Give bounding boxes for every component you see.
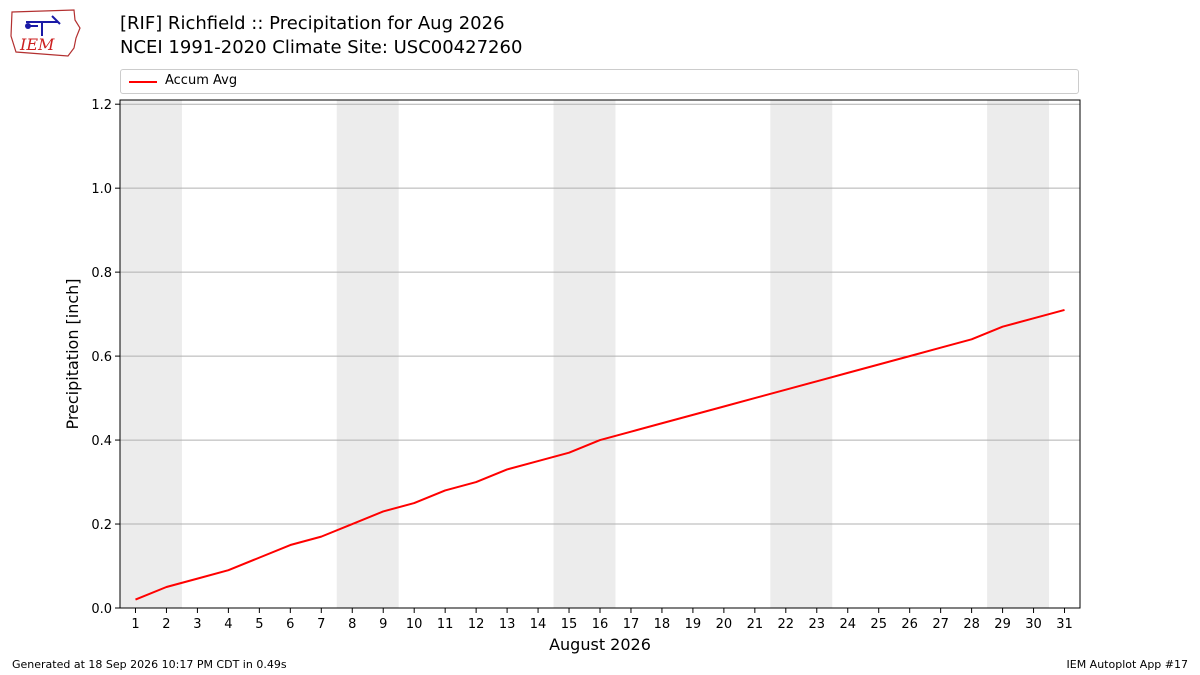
x-tick-label: 24: [839, 617, 856, 632]
x-tick-label: 14: [530, 617, 547, 632]
y-tick-label: 0.8: [91, 266, 112, 281]
x-tick-label: 23: [809, 617, 826, 632]
x-tick-label: 20: [716, 617, 733, 632]
x-tick-label: 13: [499, 617, 516, 632]
x-tick-label: 4: [224, 617, 232, 632]
plot-frame: [119, 99, 1081, 609]
chart-legend: Accum Avg: [120, 69, 1079, 94]
y-tick-label: 0.2: [91, 518, 112, 533]
x-tick-label: 1: [131, 617, 139, 632]
x-tick-label: 22: [778, 617, 795, 632]
x-tick-label: 11: [437, 617, 454, 632]
x-tick-label: 5: [255, 617, 263, 632]
footer-generated: Generated at 18 Sep 2026 10:17 PM CDT in…: [12, 658, 287, 671]
logo-text: IEM: [19, 35, 55, 54]
x-tick-label: 19: [685, 617, 702, 632]
weather-station-icon: [26, 15, 61, 36]
x-tick-label: 21: [747, 617, 764, 632]
x-tick-label: 9: [379, 617, 387, 632]
x-tick-label: 29: [994, 617, 1011, 632]
series-line-accum-avg: [135, 308, 1065, 601]
x-tick-label: 15: [561, 617, 578, 632]
footer-app: IEM Autoplot App #17: [1066, 658, 1189, 671]
y-axis-label: Precipitation [inch]: [63, 278, 82, 429]
x-tick-label: 27: [932, 617, 949, 632]
y-tick-label: 0.4: [91, 434, 112, 449]
series-lines: [135, 308, 1065, 601]
x-tick-label: 10: [406, 617, 423, 632]
x-tick-label: 26: [901, 617, 918, 632]
x-tick-label: 31: [1056, 617, 1073, 632]
weekend-band: [120, 100, 182, 608]
iem-logo: IEM: [10, 9, 81, 57]
x-tick-label: 17: [623, 617, 640, 632]
weekend-band: [987, 100, 1050, 608]
x-tick-label: 6: [286, 617, 294, 632]
y-tick-label: 0.6: [91, 350, 112, 365]
chart-subtitle: NCEI 1991-2020 Climate Site: USC00427260: [120, 37, 523, 58]
gridlines: [120, 103, 1080, 609]
x-tick-label: 3: [193, 617, 201, 632]
weekend-band: [553, 100, 616, 608]
weekend-band: [336, 100, 399, 608]
x-tick-label: 8: [348, 617, 356, 632]
legend-label: Accum Avg: [165, 73, 238, 88]
x-tick-label: 7: [317, 617, 325, 632]
x-tick-label: 2: [162, 617, 170, 632]
y-tick-label: 1.0: [91, 182, 112, 197]
x-tick-label: 12: [468, 617, 485, 632]
x-tick-label: 18: [654, 617, 671, 632]
axes: 0.00.20.40.60.81.01.21 2 3 4 5 6 7 8 9 10 11 12 13 14…: [63, 98, 1081, 654]
legend-swatch: [129, 81, 157, 83]
y-tick-label: 1.2: [91, 98, 112, 113]
x-tick-label: 16: [592, 617, 609, 632]
x-tick-label: 25: [870, 617, 887, 632]
chart-title: [RIF] Richfield :: Precipitation for Aug…: [120, 13, 505, 34]
x-tick-label: 28: [963, 617, 980, 632]
weekend-shading: [120, 100, 1050, 608]
x-axis-label: August 2026: [549, 635, 651, 654]
weekend-band: [770, 100, 833, 608]
y-tick-label: 0.0: [91, 602, 112, 617]
x-tick-label: 30: [1025, 617, 1042, 632]
